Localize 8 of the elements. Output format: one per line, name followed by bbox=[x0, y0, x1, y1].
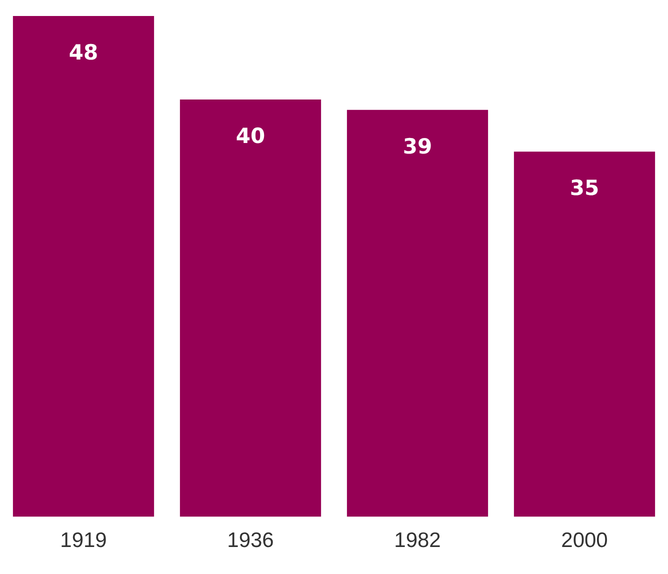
data-label: 39 bbox=[402, 134, 432, 158]
data-label: 48 bbox=[68, 40, 98, 64]
x-tick-label: 1982 bbox=[394, 529, 441, 552]
x-tick-label: 1919 bbox=[60, 529, 107, 552]
x-tick-label: 2000 bbox=[561, 529, 608, 552]
data-label: 40 bbox=[236, 124, 266, 148]
data-label: 35 bbox=[570, 176, 600, 200]
x-tick-label: 1936 bbox=[227, 529, 274, 552]
